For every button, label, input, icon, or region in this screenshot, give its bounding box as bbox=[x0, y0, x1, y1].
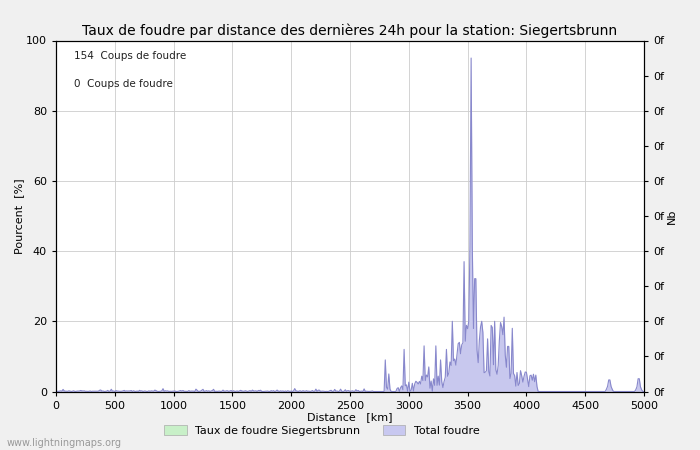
Title: Taux de foudre par distance des dernières 24h pour la station: Siegertsbrunn: Taux de foudre par distance des dernière… bbox=[83, 23, 617, 38]
Y-axis label: Pourcent  [%]: Pourcent [%] bbox=[15, 178, 24, 254]
Y-axis label: Nb: Nb bbox=[667, 208, 677, 224]
Text: 154  Coups de foudre: 154 Coups de foudre bbox=[74, 51, 186, 61]
Text: 0  Coups de foudre: 0 Coups de foudre bbox=[74, 79, 172, 89]
X-axis label: Distance   [km]: Distance [km] bbox=[307, 412, 393, 422]
Legend: Taux de foudre Siegertsbrunn, Total foudre: Taux de foudre Siegertsbrunn, Total foud… bbox=[160, 420, 484, 440]
Text: www.lightningmaps.org: www.lightningmaps.org bbox=[7, 438, 122, 448]
